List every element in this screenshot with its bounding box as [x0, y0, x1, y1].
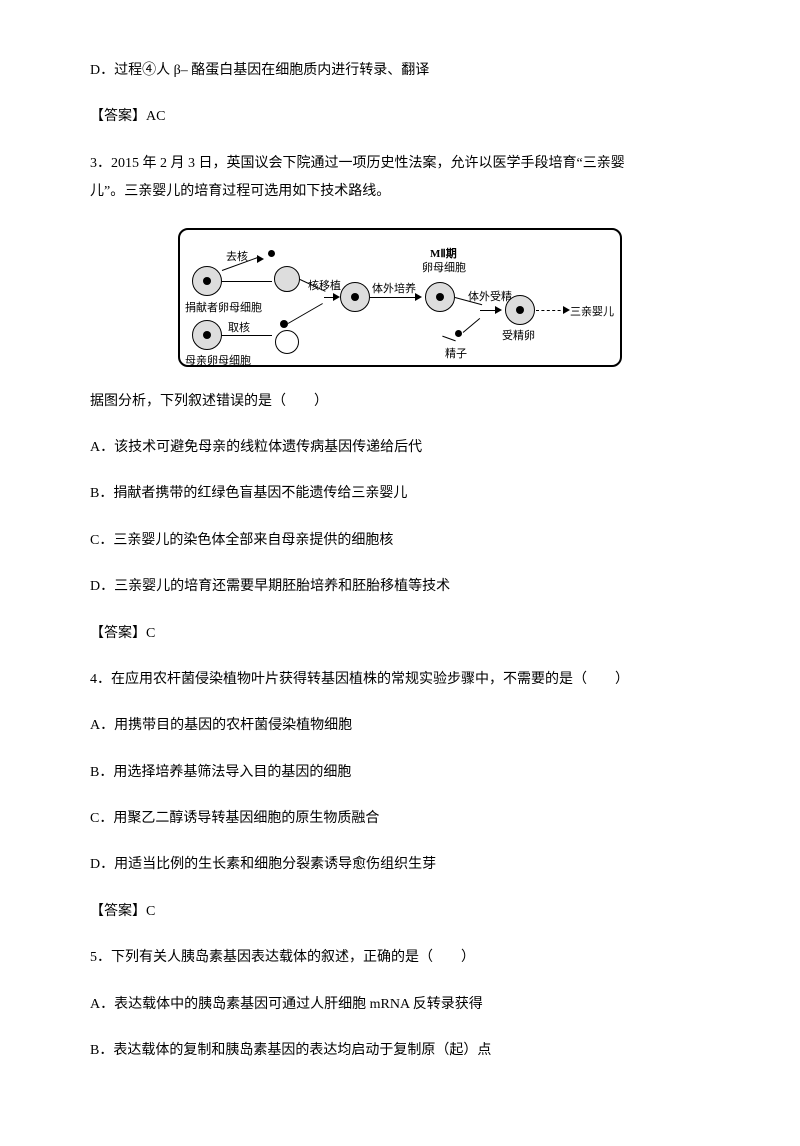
mother-egg-nucleus-icon: [203, 331, 211, 339]
m2-nucleus-icon: [436, 293, 444, 301]
q5-option-a: A．表达载体中的胰岛素基因可通过人肝细胞 mRNA 反转录获得: [90, 994, 710, 1016]
culture-label: 体外培养: [372, 280, 416, 296]
culture-arrow-line: [370, 297, 418, 298]
q4-answer: 【答案】C: [90, 901, 710, 923]
q5-stem: 5．下列有关人胰岛素基因表达载体的叙述，正确的是（ ）: [90, 947, 710, 969]
removed-nucleus-icon: [268, 250, 275, 257]
zygote-label: 受精卵: [502, 327, 535, 343]
q3-prompt: 据图分析，下列叙述错误的是（ ）: [90, 391, 710, 413]
q3-option-a: A．该技术可避免母亲的线粒体遗传病基因传递给后代: [90, 437, 710, 459]
extracted-nucleus-icon: [280, 320, 288, 328]
q4-option-b: B．用选择培养基筛法导入目的基因的细胞: [90, 762, 710, 784]
q3-option-c: C．三亲婴儿的染色体全部来自母亲提供的细胞核: [90, 530, 710, 552]
nuclear-transfer-label: 核移植: [308, 277, 341, 293]
mother-egg-label: 母亲卵母细胞: [185, 352, 251, 368]
empty-mother-egg-icon: [275, 330, 299, 354]
q5-option-b: B．表达载体的复制和胰岛素基因的表达均启动于复制原（起）点: [90, 1040, 710, 1062]
merge-arrow-head-icon: [333, 293, 340, 301]
donor-egg-label: 捐献者卵母细胞: [185, 299, 262, 315]
q4-stem: 4．在应用农杆菌侵染植物叶片获得转基因植株的常规实验步骤中，不需要的是（ ）: [90, 669, 710, 691]
q3-stem-line1: 3．2015 年 2 月 3 日，英国议会下院通过一项历史性法案，允许以医学手段…: [90, 153, 710, 175]
dashed-arrow-line: [536, 310, 566, 311]
sperm-label: 精子: [445, 345, 467, 361]
q2-answer: 【答案】AC: [90, 106, 710, 128]
three-parent-diagram: 捐献者卵母细胞 母亲卵母细胞 去核 取核 核移植 体外培养: [178, 228, 622, 367]
empty-egg-icon: [274, 266, 300, 292]
q3-option-d: D．三亲婴儿的培育还需要早期胚胎培养和胚胎移植等技术: [90, 576, 710, 598]
culture-arrow-head-icon: [415, 293, 422, 301]
q4-option-d: D．用适当比例的生长素和细胞分裂素诱导愈伤组织生芽: [90, 854, 710, 876]
remove-nucleus-label: 去核: [226, 248, 248, 264]
remove-nucleus-arrow-head-icon: [257, 255, 264, 263]
q4-option-c: C．用聚乙二醇诱导转基因细胞的原生物质融合: [90, 808, 710, 830]
donor-to-empty-line: [222, 281, 272, 282]
take-nucleus-arrow: [222, 335, 272, 336]
sperm-icon: [455, 330, 462, 337]
zygote-nucleus-icon: [516, 306, 524, 314]
q3-answer: 【答案】C: [90, 623, 710, 645]
donor-egg-nucleus-icon: [203, 277, 211, 285]
q3-option-b: B．捐献者携带的红绿色盲基因不能遗传给三亲婴儿: [90, 483, 710, 505]
ivf-bottom-line: [463, 318, 480, 333]
q2-option-d: D．过程④人 β– 酪蛋白基因在细胞质内进行转录、翻译: [90, 60, 710, 82]
reconstructed-nucleus-icon: [351, 293, 359, 301]
m2-label-b: 卵母细胞: [422, 259, 466, 275]
converge-bottom-line: [288, 303, 323, 324]
ivf-label: 体外受精: [468, 288, 512, 304]
sperm-tail-icon: [442, 335, 455, 341]
ivf-arrow-head-icon: [495, 306, 502, 314]
result-label: 三亲婴儿: [570, 303, 614, 319]
q3-stem-line2: 儿”。三亲婴儿的培育过程可选用如下技术路线。: [90, 181, 710, 203]
take-nucleus-label: 取核: [228, 319, 250, 335]
q4-option-a: A．用携带目的基因的农杆菌侵染植物细胞: [90, 715, 710, 737]
dashed-arrow-head-icon: [563, 306, 570, 314]
